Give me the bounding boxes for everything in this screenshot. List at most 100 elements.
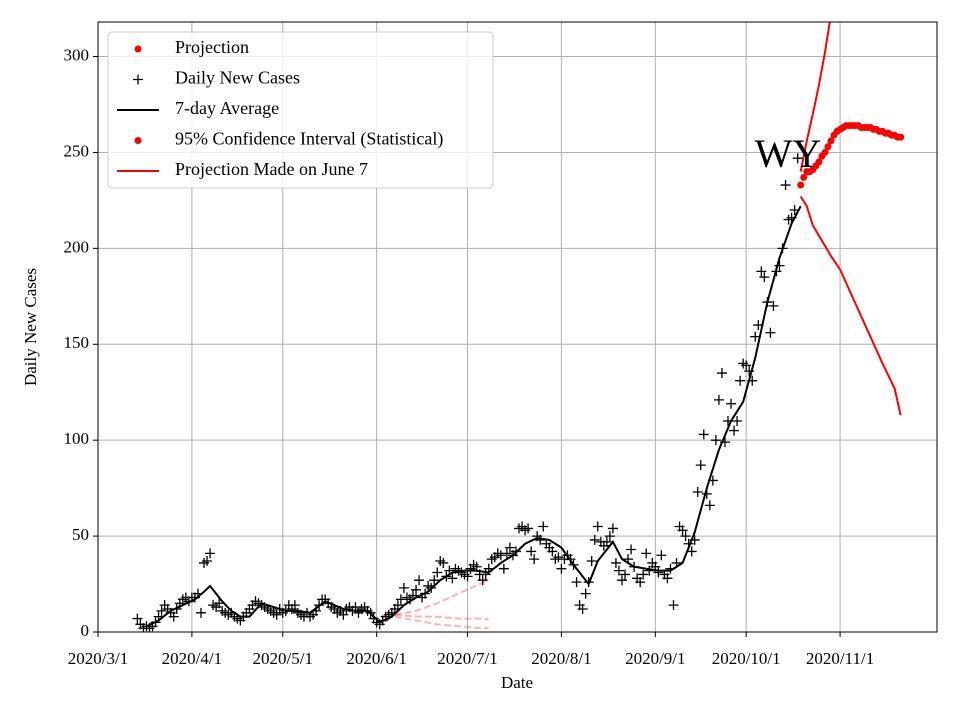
legend-marker <box>134 45 142 53</box>
x-tick-label: 2020/7/1 <box>437 649 497 668</box>
point <box>729 425 740 436</box>
point <box>398 582 409 593</box>
point <box>692 486 703 497</box>
point <box>662 573 673 584</box>
point <box>698 429 709 440</box>
point <box>800 173 808 181</box>
point <box>732 415 743 426</box>
point <box>586 556 597 567</box>
point <box>686 546 697 557</box>
point <box>592 521 603 532</box>
point <box>214 598 225 609</box>
x-tick-label: 2020/6/1 <box>346 649 406 668</box>
point <box>710 435 721 446</box>
y-tick-label: 50 <box>72 525 89 544</box>
point <box>289 600 300 611</box>
legend-box <box>107 31 494 189</box>
point <box>601 536 612 547</box>
point <box>613 565 624 576</box>
point <box>768 300 779 311</box>
point <box>477 575 488 586</box>
point <box>638 569 649 580</box>
point <box>774 260 785 271</box>
point <box>501 548 512 559</box>
y-tick-label: 150 <box>64 333 90 352</box>
point <box>756 266 767 277</box>
x-tick-label: 2020/11/1 <box>806 649 874 668</box>
point <box>897 133 905 141</box>
point <box>741 360 752 371</box>
point <box>824 143 832 151</box>
point <box>620 569 631 580</box>
x-axis-label: Date <box>501 673 533 692</box>
point <box>792 153 803 164</box>
series-line <box>146 205 802 628</box>
point <box>577 603 588 614</box>
x-tick-label: 2020/10/1 <box>712 649 781 668</box>
legend-label: Projection Made on June 7 <box>175 159 368 179</box>
point <box>156 605 167 616</box>
point <box>395 594 406 605</box>
series-line <box>799 196 902 416</box>
series-line <box>394 613 489 621</box>
point <box>759 272 770 283</box>
point <box>553 552 564 563</box>
point <box>713 394 724 405</box>
point <box>635 577 646 588</box>
legend-marker <box>134 137 142 144</box>
point <box>716 368 727 379</box>
point <box>677 525 688 536</box>
point <box>538 521 549 532</box>
point <box>571 577 582 588</box>
point <box>447 573 458 584</box>
point <box>271 609 282 620</box>
y-axis-label: Daily New Cases <box>21 268 40 386</box>
point <box>668 600 679 611</box>
series-line <box>394 615 489 630</box>
point <box>821 148 829 156</box>
point <box>338 609 349 620</box>
point <box>704 500 715 511</box>
y-tick-label: 0 <box>81 621 90 640</box>
point <box>529 554 540 565</box>
y-tick-label: 300 <box>64 45 90 64</box>
point <box>656 550 667 561</box>
point <box>827 137 835 145</box>
point <box>195 607 206 618</box>
series-line <box>799 22 831 172</box>
point <box>462 571 473 582</box>
point <box>695 460 706 471</box>
point <box>504 542 515 553</box>
y-tick-label: 250 <box>64 141 90 160</box>
point <box>604 531 615 542</box>
legend-label: 7-day Average <box>175 98 279 118</box>
annotation: WY <box>755 131 822 176</box>
series-line <box>394 579 490 616</box>
ticks: 0 50 100 150 200 250 300 2020/3/1 2020/4/1 2020/5… <box>64 45 875 667</box>
point <box>750 331 761 342</box>
point <box>205 548 216 559</box>
legend-label: 95% Confidence Interval (Statistical) <box>175 129 443 150</box>
point <box>498 563 509 574</box>
point <box>523 523 534 534</box>
point <box>132 613 143 624</box>
point <box>735 375 746 386</box>
point <box>765 327 776 338</box>
point <box>432 567 443 578</box>
axes-frame <box>97 21 938 633</box>
point <box>556 563 567 574</box>
x-tick-label: 2020/9/1 <box>625 649 685 668</box>
point <box>680 531 691 542</box>
point <box>495 550 506 561</box>
legend-label: Daily New Cases <box>175 68 300 88</box>
point <box>726 398 737 409</box>
legend-marker <box>133 74 143 85</box>
point <box>438 557 449 568</box>
point <box>526 546 537 557</box>
y-tick-label: 200 <box>64 237 90 256</box>
point <box>580 588 591 599</box>
point <box>641 548 652 559</box>
point <box>429 575 440 586</box>
